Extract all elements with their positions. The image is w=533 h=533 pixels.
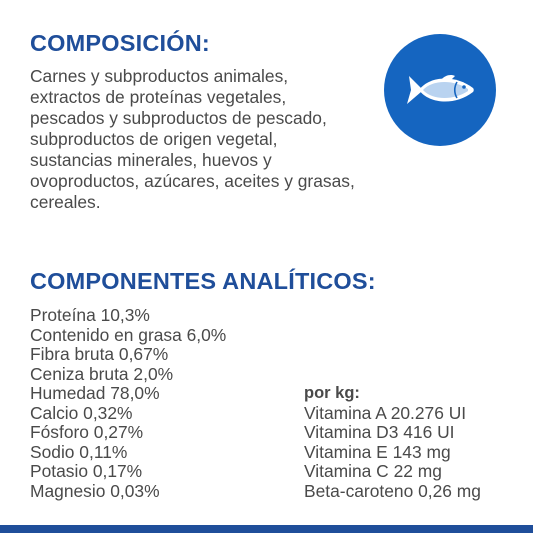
vitamin-item-c: Vitamina C 22 mg (304, 461, 442, 481)
analytic-item-magnesium: Magnesio 0,03% (30, 480, 160, 501)
fish-icon (407, 75, 474, 104)
analytic-item-protein: Proteína 10,3% (30, 305, 150, 325)
analytic-item-phosphorus: Fósforo 0,27% (30, 422, 144, 442)
analytic-title: COMPONENTES ANALÍTICOS: (30, 268, 376, 294)
bottom-bar (0, 525, 533, 533)
vitamin-item-beta-carotene: Beta-caroteno 0,26 mg (304, 480, 481, 501)
analytic-item-ash: Ceniza bruta 2,0% (30, 363, 174, 384)
composition-text: Carnes y subproductos animales, extracto… (30, 66, 355, 212)
analytic-item-sodium: Sodio 0,11% (30, 441, 128, 462)
analytic-item-moisture: Humedad 78,0% (30, 383, 160, 403)
fish-badge (384, 34, 496, 146)
analytic-item-potassium: Potasio 0,17% (30, 461, 143, 481)
composition-title: COMPOSICIÓN: (30, 30, 210, 56)
per-kg-label: por kg: (304, 384, 360, 402)
analytic-item-fat: Contenido en grasa 6,0% (30, 324, 227, 345)
vitamin-item-d3: Vitamina D3 416 UI (304, 422, 455, 442)
vitamin-item-e: Vitamina E 143 mg (304, 441, 451, 462)
vitamin-list: Vitamina A 20.276 UI Vitamina D3 416 UI … (304, 402, 481, 502)
analytic-list: Proteína 10,3% Contenido en grasa 6,0% F… (30, 305, 227, 501)
vitamin-block: por kg: Vitamina A 20.276 UI Vitamina D3… (304, 384, 481, 501)
vitamin-item-a: Vitamina A 20.276 UI (304, 402, 467, 423)
analytic-item-fiber: Fibra bruta 0,67% (30, 344, 169, 364)
analytic-item-calcium: Calcio 0,32% (30, 402, 133, 423)
